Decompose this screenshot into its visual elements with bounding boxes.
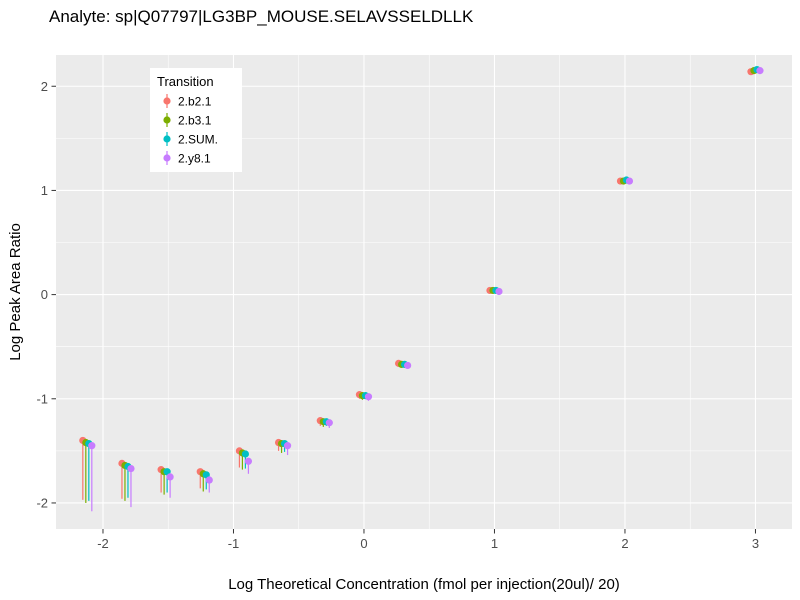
y-tick-label: -2 (36, 495, 48, 510)
x-tick-label: 0 (360, 536, 367, 551)
legend-item-label: 2.b3.1 (178, 114, 212, 128)
data-point (244, 457, 253, 465)
legend-key-point (163, 154, 171, 162)
data-point (756, 67, 764, 75)
data-point (163, 468, 171, 476)
legend-items: 2.b2.1 2.b3.1 2.SUM. 2.y8.1 (163, 94, 218, 166)
data-point (241, 450, 250, 458)
legend-item-label: 2.b2.1 (178, 95, 212, 109)
y-axis-label: Log Peak Area Ratio (7, 223, 24, 361)
data-point (625, 177, 634, 185)
x-tick-label: 2 (621, 536, 628, 551)
x-tick-label: 3 (752, 536, 759, 551)
legend-key-point (163, 116, 171, 124)
legend-item-label: 2.y8.1 (178, 152, 211, 166)
y-tick-label: 2 (41, 79, 48, 94)
legend-item-label: 2.SUM. (178, 133, 218, 147)
data-point (166, 473, 174, 481)
axis-ticks: -2 -1 0 1 2 3 -2 -1 0 1 2 (36, 79, 759, 551)
legend-title: Transition (157, 74, 214, 89)
x-tick-label: -1 (228, 536, 240, 551)
x-tick-label: -2 (97, 536, 109, 551)
data-point (202, 471, 210, 479)
legend-key-point (163, 97, 171, 105)
major-gridlines (56, 55, 792, 529)
data-point (325, 419, 333, 427)
data-point (127, 464, 135, 473)
data-point (283, 442, 292, 450)
y-tick-label: 1 (41, 183, 48, 198)
legend-key-point (163, 135, 171, 143)
data-marks (79, 65, 764, 512)
data-point (495, 287, 503, 296)
y-tick-label: -1 (36, 391, 48, 406)
x-tick-label: 1 (491, 536, 498, 551)
legend: Transition 2.b2.1 2.b3.1 2.SUM. 2.y8.1 (150, 68, 242, 172)
data-point (404, 361, 412, 370)
x-axis-label: Log Theoretical Concentration (fmol per … (228, 576, 620, 593)
data-point (364, 393, 373, 401)
data-point (88, 442, 96, 450)
y-tick-label: 0 (41, 287, 48, 302)
data-point (205, 476, 213, 484)
plot-title: Analyte: sp|Q07797|LG3BP_MOUSE.SELAVSSEL… (49, 7, 474, 26)
